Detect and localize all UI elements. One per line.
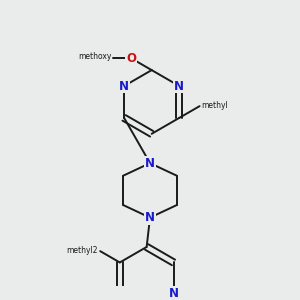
Text: N: N xyxy=(145,157,155,169)
Text: methyl2: methyl2 xyxy=(66,246,98,255)
Text: N: N xyxy=(174,80,184,92)
Text: O: O xyxy=(126,52,136,65)
Text: N: N xyxy=(145,211,155,224)
Text: N: N xyxy=(119,80,129,92)
Text: methoxy: methoxy xyxy=(79,52,112,61)
Text: methyl: methyl xyxy=(201,101,228,110)
Text: N: N xyxy=(169,287,178,300)
